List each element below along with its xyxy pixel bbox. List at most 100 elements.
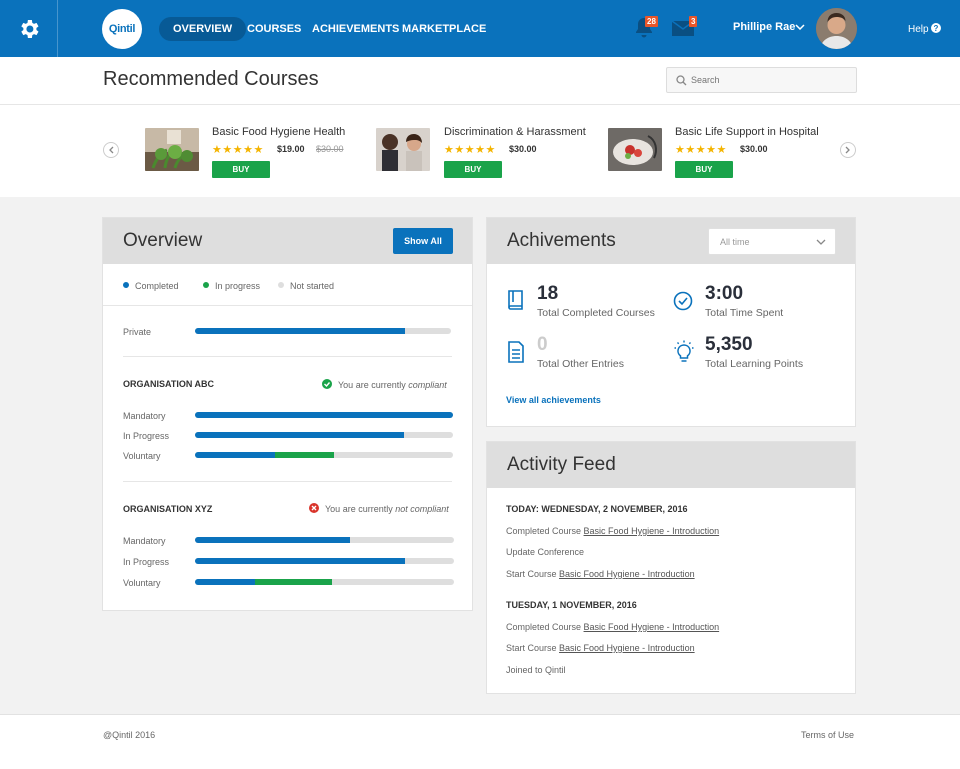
search-icon xyxy=(676,75,687,86)
progress-bar-mandatory xyxy=(195,537,454,543)
completed-segment xyxy=(195,558,405,564)
progress-bar-in-progress xyxy=(195,558,454,564)
compliance-status-xyz: You are currently not compliant xyxy=(309,503,449,514)
feed-course-link[interactable]: Basic Food Hygiene - Introduction xyxy=(583,526,720,536)
check-circle-icon xyxy=(322,379,332,389)
completed-segment xyxy=(195,452,275,458)
bar-label: Mandatory xyxy=(123,411,166,421)
copyright-text: @Qintil 2016 xyxy=(103,730,156,740)
stat-learning-points-value: 5,350 xyxy=(705,334,753,355)
feed-course-link[interactable]: Basic Food Hygiene - Introduction xyxy=(583,622,720,632)
org-title-xyz: ORGANISATION XYZ xyxy=(123,504,213,514)
view-all-achievements-link[interactable]: View all achievements xyxy=(506,395,601,405)
chevron-left-icon xyxy=(109,146,114,154)
activity-feed-panel: Activity Feed xyxy=(486,441,856,694)
buy-button[interactable]: BUY xyxy=(212,161,270,178)
overview-title: Overview xyxy=(123,230,203,251)
course-price: $30.00 xyxy=(509,144,537,154)
course-image-life-support[interactable] xyxy=(608,128,662,171)
course-price: $19.00 xyxy=(277,144,305,154)
achievements-title: Achivements xyxy=(507,230,616,251)
footer xyxy=(0,714,960,769)
messages-badge: 3 xyxy=(689,16,698,27)
svg-text:?: ? xyxy=(934,24,939,33)
search-input[interactable] xyxy=(691,72,851,88)
feed-course-link[interactable]: Basic Food Hygiene - Introduction xyxy=(559,643,695,653)
course-title[interactable]: Basic Life Support in Hospital xyxy=(675,126,819,138)
stat-learning-points-label: Total Learning Points xyxy=(705,358,804,370)
show-all-button[interactable]: Show All xyxy=(393,228,453,254)
header-divider xyxy=(0,104,960,105)
course-old-price: $30.00 xyxy=(316,144,344,154)
question-circle-icon: ? xyxy=(931,23,942,33)
completed-segment xyxy=(195,432,404,438)
overview-panel-header: Overview Show All xyxy=(103,218,472,264)
chevron-down-icon xyxy=(816,239,826,245)
bar-label: Voluntary xyxy=(123,578,161,588)
star-rating: ★★★★★ xyxy=(675,144,727,156)
stat-completed-courses-label: Total Completed Courses xyxy=(537,307,655,319)
nav-achievements[interactable]: ACHIEVEMENTS xyxy=(312,23,400,35)
search-box[interactable] xyxy=(666,67,857,93)
achievements-panel-header: Achivements All time xyxy=(487,218,855,264)
progress-bar-in-progress xyxy=(195,432,453,438)
course-image-discrimination[interactable] xyxy=(376,128,430,171)
star-rating: ★★★★★ xyxy=(212,144,264,156)
feed-item: Start Course Basic Food Hygiene - Introd… xyxy=(506,569,695,579)
nav-courses[interactable]: COURSES xyxy=(247,23,302,35)
help-link[interactable]: Help ? xyxy=(908,23,942,35)
chevron-down-icon[interactable] xyxy=(795,24,805,30)
bar-label: In Progress xyxy=(123,431,170,441)
stat-other-entries-value: 0 xyxy=(537,334,548,355)
time-filter-select[interactable]: All time xyxy=(708,228,836,255)
bar-label: Voluntary xyxy=(123,451,161,461)
settings-button[interactable] xyxy=(0,0,58,57)
stat-completed-courses-value: 18 xyxy=(537,283,559,304)
section-divider xyxy=(123,356,452,357)
chevron-right-icon xyxy=(845,146,850,154)
terms-of-use-link[interactable]: Terms of Use xyxy=(801,730,855,740)
completed-segment xyxy=(195,412,453,418)
course-image-food-hygiene[interactable] xyxy=(145,128,199,171)
stat-other-entries-label: Total Other Entries xyxy=(537,358,624,370)
avatar[interactable] xyxy=(816,8,857,49)
in-progress-segment xyxy=(274,452,335,458)
user-menu[interactable]: Phillipe Rae xyxy=(733,21,796,33)
feed-item: Completed Course Basic Food Hygiene - In… xyxy=(506,622,720,632)
x-circle-icon xyxy=(309,503,319,513)
feed-item: Start Course Basic Food Hygiene - Introd… xyxy=(506,643,695,653)
activity-feed-header: Activity Feed xyxy=(487,442,855,488)
legend-divider xyxy=(103,305,472,306)
page-title: Recommended Courses xyxy=(103,68,319,90)
course-title[interactable]: Basic Food Hygiene Health xyxy=(212,126,346,138)
top-navbar: Qintil OVERVIEW COURSES ACHIEVEMENTS MAR… xyxy=(0,0,960,57)
feed-course-link[interactable]: Basic Food Hygiene - Introduction xyxy=(559,569,695,579)
in-progress-segment xyxy=(254,579,333,585)
notifications-badge: 28 xyxy=(645,16,658,27)
feed-date: TODAY: WEDNESDAY, 2 NOVEMBER, 2016 xyxy=(506,504,688,514)
carousel-prev-button[interactable] xyxy=(103,142,119,158)
feed-item: Joined to Qintil xyxy=(506,665,566,675)
course-title[interactable]: Discrimination & Harassment xyxy=(444,126,586,138)
stat-time-spent-label: Total Time Spent xyxy=(705,307,784,319)
lightbulb-icon xyxy=(674,340,694,362)
feed-item: Completed Course Basic Food Hygiene - In… xyxy=(506,526,720,536)
bar-label: In Progress xyxy=(123,557,170,567)
document-icon xyxy=(508,341,524,363)
bar-label-private: Private xyxy=(123,327,152,337)
course-price: $30.00 xyxy=(740,144,768,154)
completed-segment xyxy=(195,579,255,585)
nav-marketplace[interactable]: MARKETPLACE xyxy=(402,23,487,35)
qintil-logo[interactable]: Qintil xyxy=(102,9,142,49)
org-title-abc: ORGANISATION ABC xyxy=(123,379,214,389)
nav-overview[interactable]: OVERVIEW xyxy=(159,17,247,41)
carousel-next-button[interactable] xyxy=(840,142,856,158)
buy-button[interactable]: BUY xyxy=(675,161,733,178)
progress-bar-voluntary xyxy=(195,452,453,458)
completed-segment xyxy=(195,537,351,543)
completed-segment xyxy=(195,328,405,334)
book-icon xyxy=(508,290,523,310)
progress-bar-private xyxy=(195,328,451,334)
star-rating: ★★★★★ xyxy=(444,144,496,156)
buy-button[interactable]: BUY xyxy=(444,161,502,178)
